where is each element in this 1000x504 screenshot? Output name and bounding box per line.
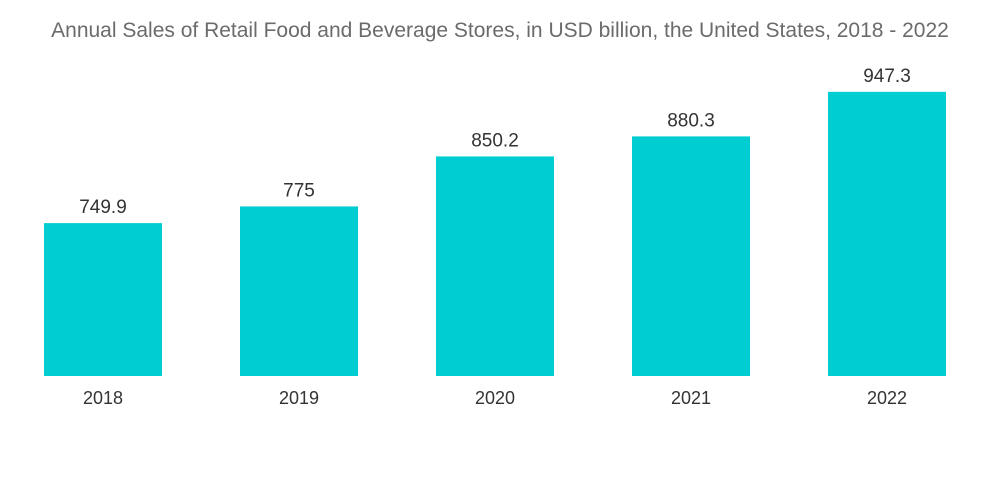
bar-2022 — [828, 91, 946, 377]
x-tick-label-2019: 2019 — [279, 388, 319, 408]
value-label-2019: 775 — [283, 180, 315, 201]
tick-labels-layer: 2018 2019 2020 2021 2022 — [83, 388, 907, 408]
value-labels-layer: 749.9 775 850.2 880.3 947.3 — [79, 66, 911, 218]
bar-2021 — [632, 136, 750, 376]
value-label-2021: 880.3 — [667, 110, 715, 131]
value-label-2022: 947.3 — [863, 66, 911, 87]
bars-layer — [44, 91, 946, 377]
x-tick-label-2022: 2022 — [867, 388, 907, 408]
value-label-2020: 850.2 — [471, 130, 519, 151]
bar-2018 — [44, 223, 162, 376]
value-label-2018: 749.9 — [79, 197, 127, 218]
chart-title: Annual Sales of Retail Food and Beverage… — [51, 19, 949, 42]
bar-2020 — [436, 156, 554, 376]
bar-2019 — [240, 206, 358, 376]
x-tick-label-2020: 2020 — [475, 388, 515, 408]
x-tick-label-2021: 2021 — [671, 388, 711, 408]
x-tick-label-2018: 2018 — [83, 388, 123, 408]
